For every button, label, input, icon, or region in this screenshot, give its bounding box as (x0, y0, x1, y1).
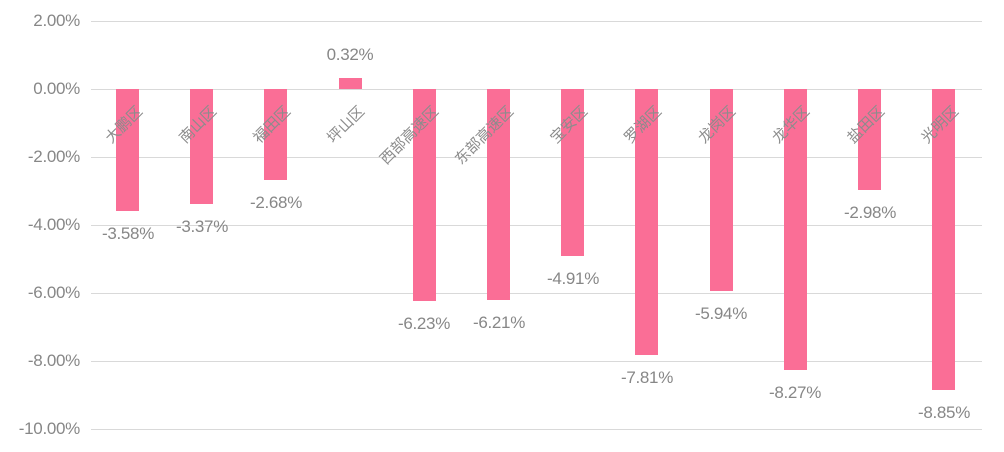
y-axis-tick-label: -6.00% (27, 283, 80, 302)
bar (710, 89, 733, 291)
bar (635, 89, 658, 355)
bar-data-label: -5.94% (694, 304, 748, 323)
gridline (91, 429, 982, 430)
bar (339, 78, 362, 89)
bar (264, 89, 287, 180)
y-axis-tick-label: -4.00% (27, 215, 80, 234)
bar (858, 89, 881, 190)
bar-data-label: -3.58% (101, 224, 155, 243)
y-axis-tick-label: 0.00% (33, 79, 80, 98)
gridline (91, 361, 982, 362)
bar-data-label: -6.23% (397, 314, 451, 333)
gridline (91, 225, 982, 226)
y-axis-tick-label: 2.00% (33, 11, 80, 30)
bar-data-label: -8.85% (917, 403, 971, 422)
bar-data-label: -2.98% (843, 203, 897, 222)
bar (116, 89, 139, 211)
bar-data-label: 0.32% (326, 45, 374, 64)
bar-data-label: -7.81% (620, 368, 674, 387)
bar (561, 89, 584, 256)
bar-data-label: -3.37% (175, 217, 229, 236)
bar-data-label: -8.27% (768, 383, 822, 402)
bar (190, 89, 213, 204)
category-label: 坪山区 (324, 103, 369, 147)
bar-data-label: -6.21% (472, 313, 526, 332)
y-axis-tick-label: -8.00% (27, 351, 80, 370)
y-axis-tick-label: -2.00% (27, 147, 80, 166)
bar-data-label: -2.68% (249, 193, 303, 212)
gridline (91, 89, 982, 90)
bar (413, 89, 436, 301)
bar-data-label: -4.91% (546, 269, 600, 288)
bar (487, 89, 510, 300)
bar (932, 89, 955, 390)
bar (784, 89, 807, 370)
gridline (91, 293, 982, 294)
gridline (91, 157, 982, 158)
gridline (91, 21, 982, 22)
y-axis-tick-label: -10.00% (18, 419, 81, 438)
